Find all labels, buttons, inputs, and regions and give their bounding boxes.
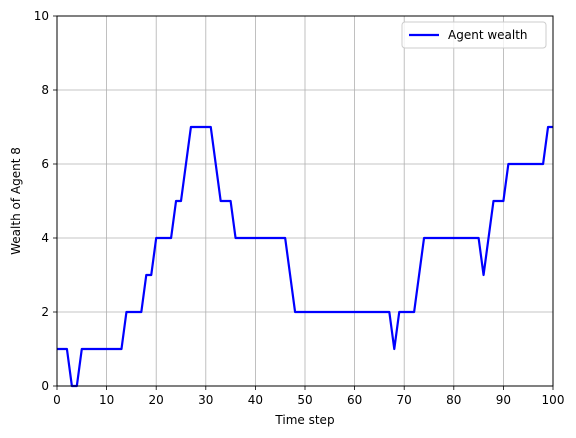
y-tick-label: 4	[41, 231, 49, 245]
x-tick-label: 30	[198, 393, 213, 407]
x-tick-label: 80	[446, 393, 461, 407]
x-tick-label: 20	[149, 393, 164, 407]
x-axis-label: Time step	[274, 413, 334, 427]
x-tick-label: 40	[248, 393, 263, 407]
x-tick-label: 100	[542, 393, 565, 407]
x-tick-label: 50	[297, 393, 312, 407]
legend-label: Agent wealth	[448, 28, 528, 42]
x-tick-label: 70	[397, 393, 412, 407]
y-tick-label: 2	[41, 305, 49, 319]
y-tick-label: 8	[41, 83, 49, 97]
legend: Agent wealth	[402, 22, 546, 48]
y-tick-label: 0	[41, 379, 49, 393]
x-tick-label: 0	[53, 393, 61, 407]
y-tick-label: 10	[34, 9, 49, 23]
x-tick-label: 60	[347, 393, 362, 407]
x-tick-label: 90	[496, 393, 511, 407]
y-axis-label: Wealth of Agent 8	[9, 147, 23, 255]
x-tick-label: 10	[99, 393, 114, 407]
y-tick-label: 6	[41, 157, 49, 171]
